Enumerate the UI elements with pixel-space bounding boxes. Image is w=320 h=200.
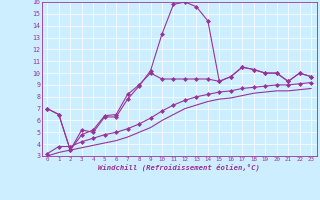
X-axis label: Windchill (Refroidissement éolien,°C): Windchill (Refroidissement éolien,°C) [98,164,260,171]
